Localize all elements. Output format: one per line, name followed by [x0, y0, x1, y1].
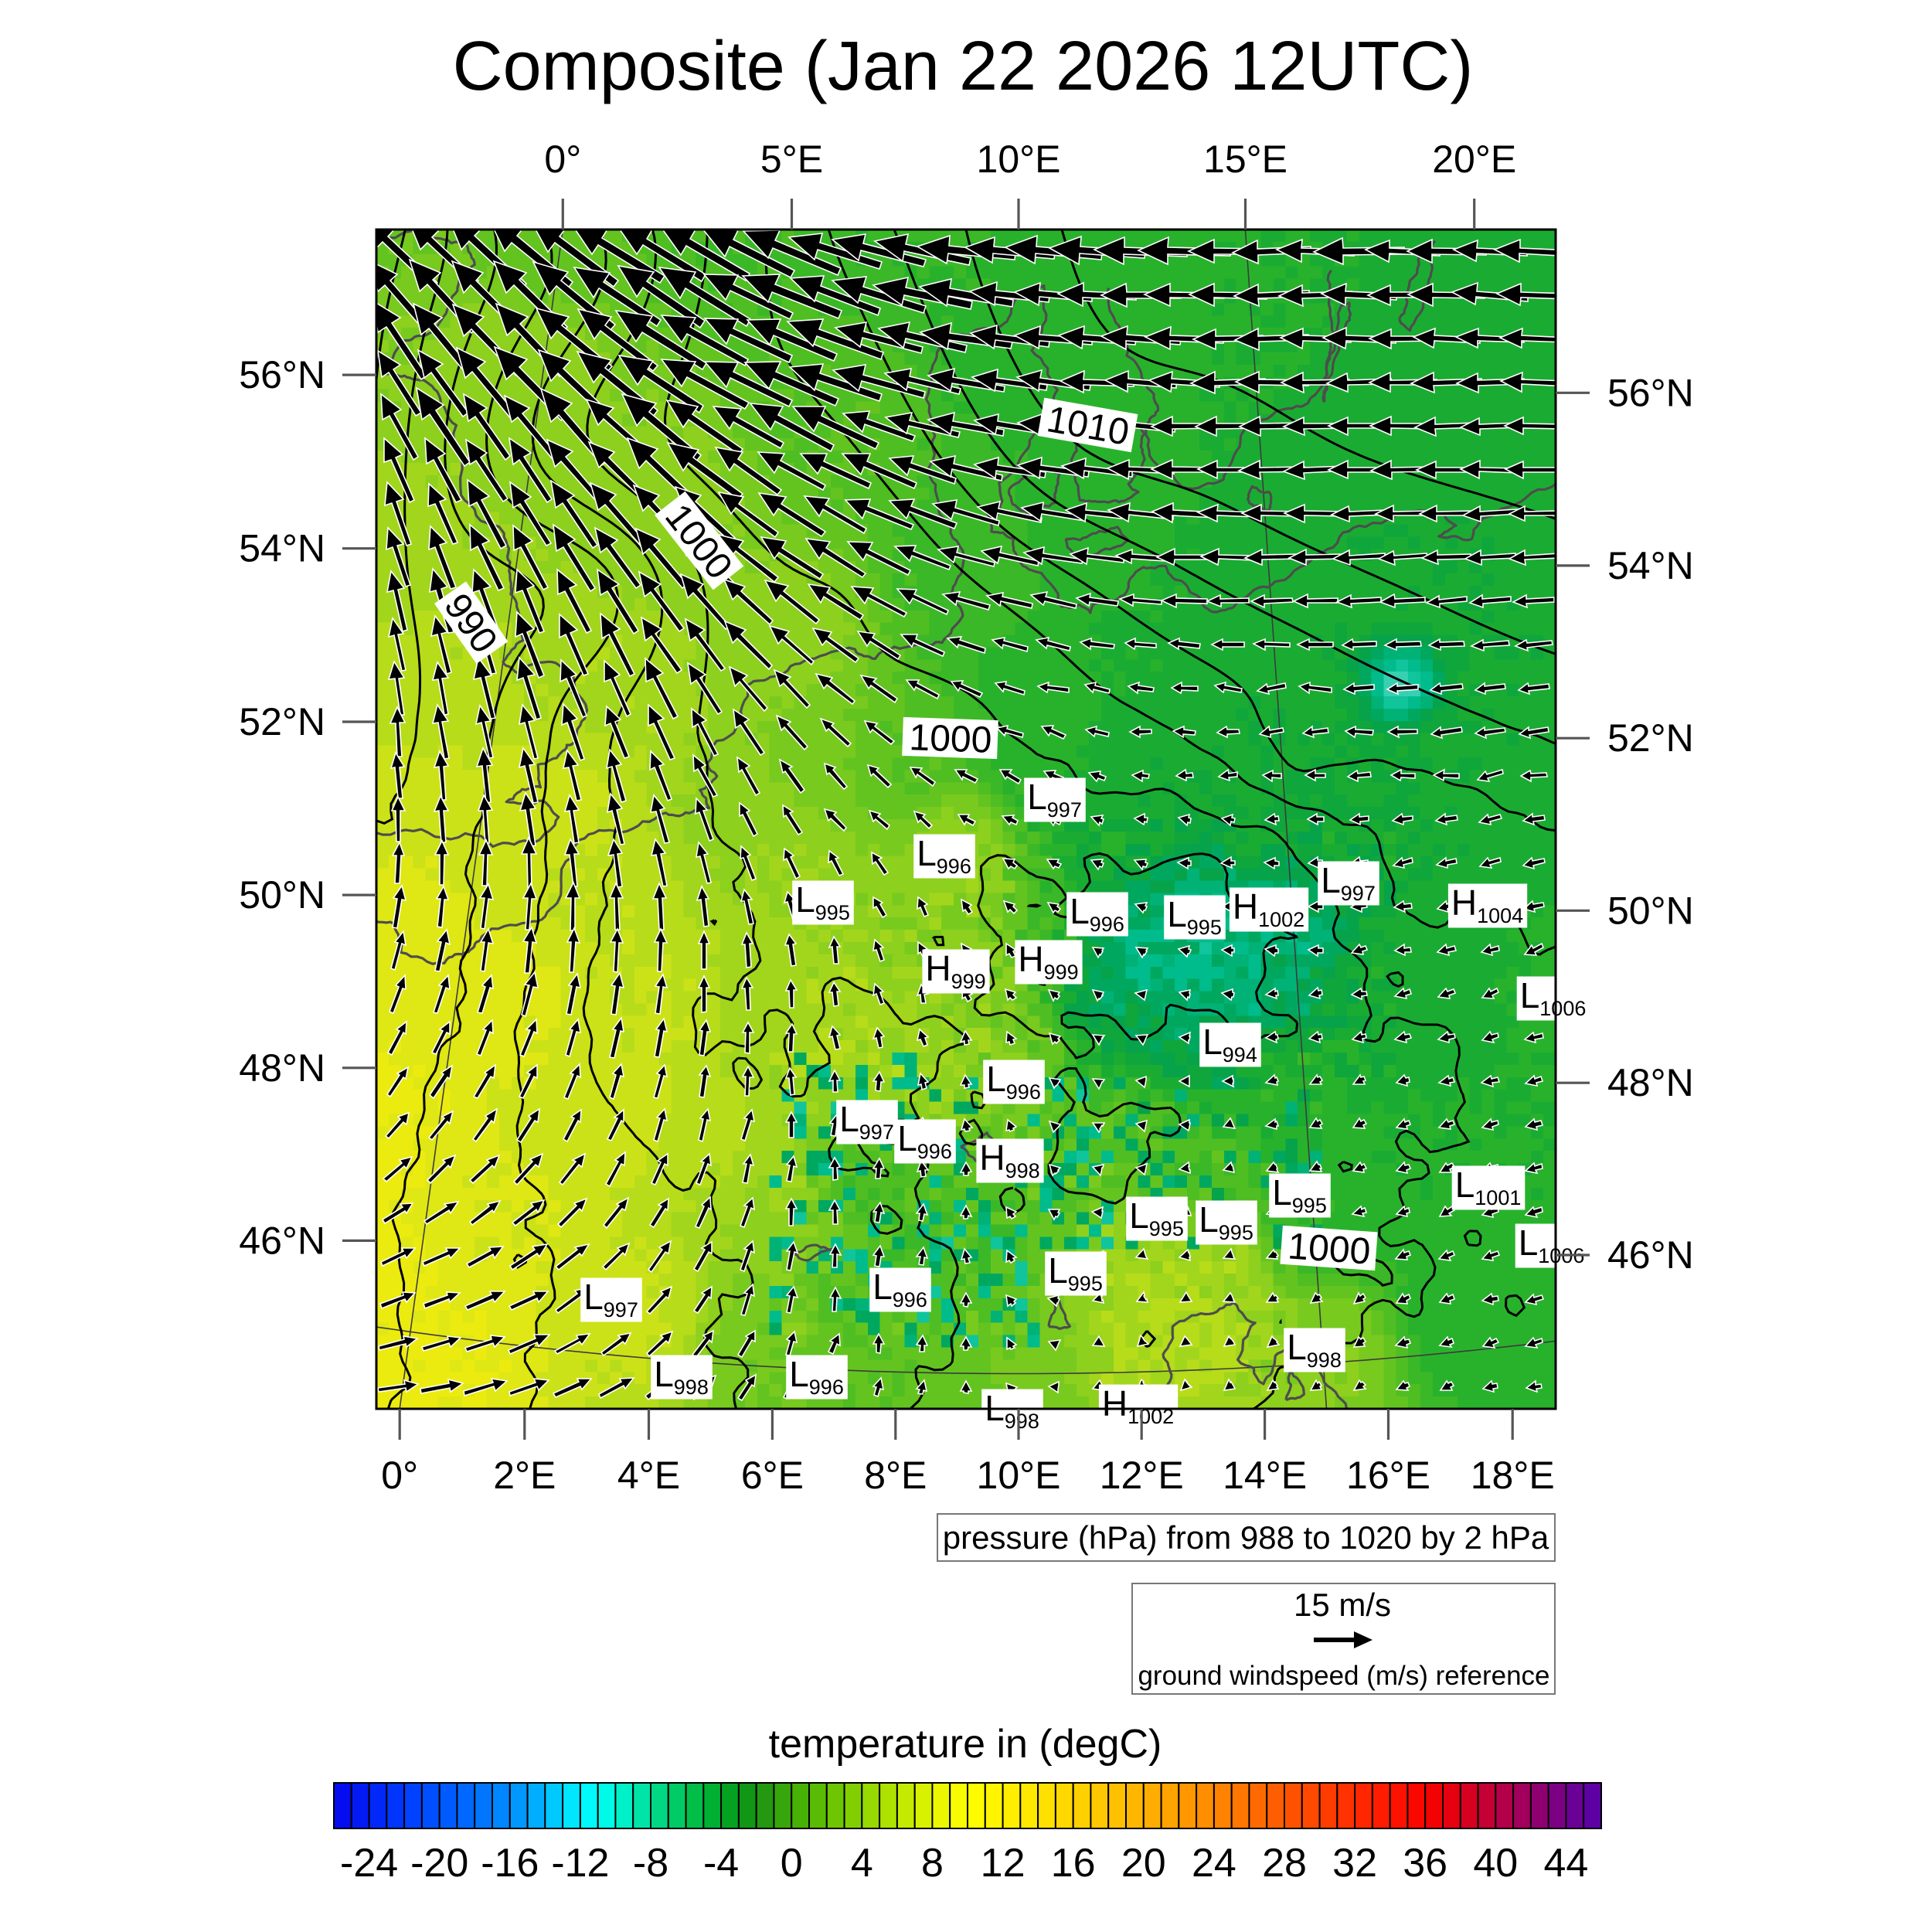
svg-text:24: 24 [1192, 1841, 1236, 1886]
svg-text:18°E: 18°E [1471, 1454, 1555, 1497]
svg-text:Composite (Jan 22 2026 12UTC): Composite (Jan 22 2026 12UTC) [453, 28, 1474, 105]
svg-text:48°N: 48°N [239, 1046, 325, 1090]
svg-text:-24: -24 [340, 1841, 398, 1886]
svg-text:1000: 1000 [909, 717, 993, 761]
svg-text:16: 16 [1051, 1841, 1096, 1886]
svg-text:-20: -20 [410, 1841, 468, 1886]
svg-text:0: 0 [781, 1841, 803, 1886]
svg-text:pressure (hPa) from 988 to 102: pressure (hPa) from 988 to 1020 by 2 hPa [943, 1519, 1549, 1556]
svg-text:-16: -16 [481, 1841, 539, 1886]
svg-text:54°N: 54°N [1607, 544, 1694, 587]
svg-text:50°N: 50°N [239, 873, 325, 917]
svg-text:36: 36 [1403, 1841, 1447, 1886]
svg-text:2°E: 2°E [493, 1454, 556, 1497]
svg-text:10°E: 10°E [977, 1454, 1061, 1497]
svg-text:0°: 0° [544, 138, 581, 181]
svg-text:L995: L995 [795, 879, 850, 924]
svg-text:15 m/s: 15 m/s [1294, 1587, 1391, 1623]
svg-text:15°E: 15°E [1203, 138, 1287, 181]
svg-text:52°N: 52°N [239, 700, 325, 743]
svg-text:4°E: 4°E [617, 1454, 680, 1497]
svg-text:8: 8 [921, 1841, 944, 1886]
svg-text:5°E: 5°E [760, 138, 823, 181]
svg-text:40: 40 [1473, 1841, 1518, 1886]
svg-text:20: 20 [1121, 1841, 1166, 1886]
svg-text:temperature in (degC): temperature in (degC) [769, 1722, 1162, 1767]
svg-text:44: 44 [1543, 1841, 1588, 1886]
svg-text:12: 12 [981, 1841, 1026, 1886]
svg-text:-8: -8 [633, 1841, 668, 1886]
svg-text:56°N: 56°N [1607, 371, 1694, 414]
svg-text:20°E: 20°E [1432, 138, 1516, 181]
svg-text:46°N: 46°N [239, 1219, 325, 1262]
svg-text:54°N: 54°N [239, 527, 325, 570]
svg-text:28: 28 [1262, 1841, 1307, 1886]
svg-text:56°N: 56°N [239, 353, 325, 396]
svg-text:8°E: 8°E [864, 1454, 927, 1497]
svg-text:ground windspeed (m/s) referen: ground windspeed (m/s) reference [1138, 1661, 1549, 1691]
svg-text:0°: 0° [381, 1454, 418, 1497]
svg-text:10°E: 10°E [977, 138, 1061, 181]
svg-text:-12: -12 [551, 1841, 609, 1886]
svg-text:4: 4 [851, 1841, 873, 1886]
svg-text:6°E: 6°E [741, 1454, 804, 1497]
svg-text:46°N: 46°N [1607, 1233, 1694, 1277]
svg-text:52°N: 52°N [1607, 716, 1694, 760]
svg-text:48°N: 48°N [1607, 1061, 1694, 1104]
svg-text:1000: 1000 [1287, 1226, 1372, 1272]
svg-text:-4: -4 [703, 1841, 739, 1886]
svg-text:16°E: 16°E [1346, 1454, 1430, 1497]
svg-text:14°E: 14°E [1223, 1454, 1307, 1497]
svg-text:32: 32 [1332, 1841, 1377, 1886]
svg-text:50°N: 50°N [1607, 889, 1694, 932]
svg-text:12°E: 12°E [1100, 1454, 1184, 1497]
